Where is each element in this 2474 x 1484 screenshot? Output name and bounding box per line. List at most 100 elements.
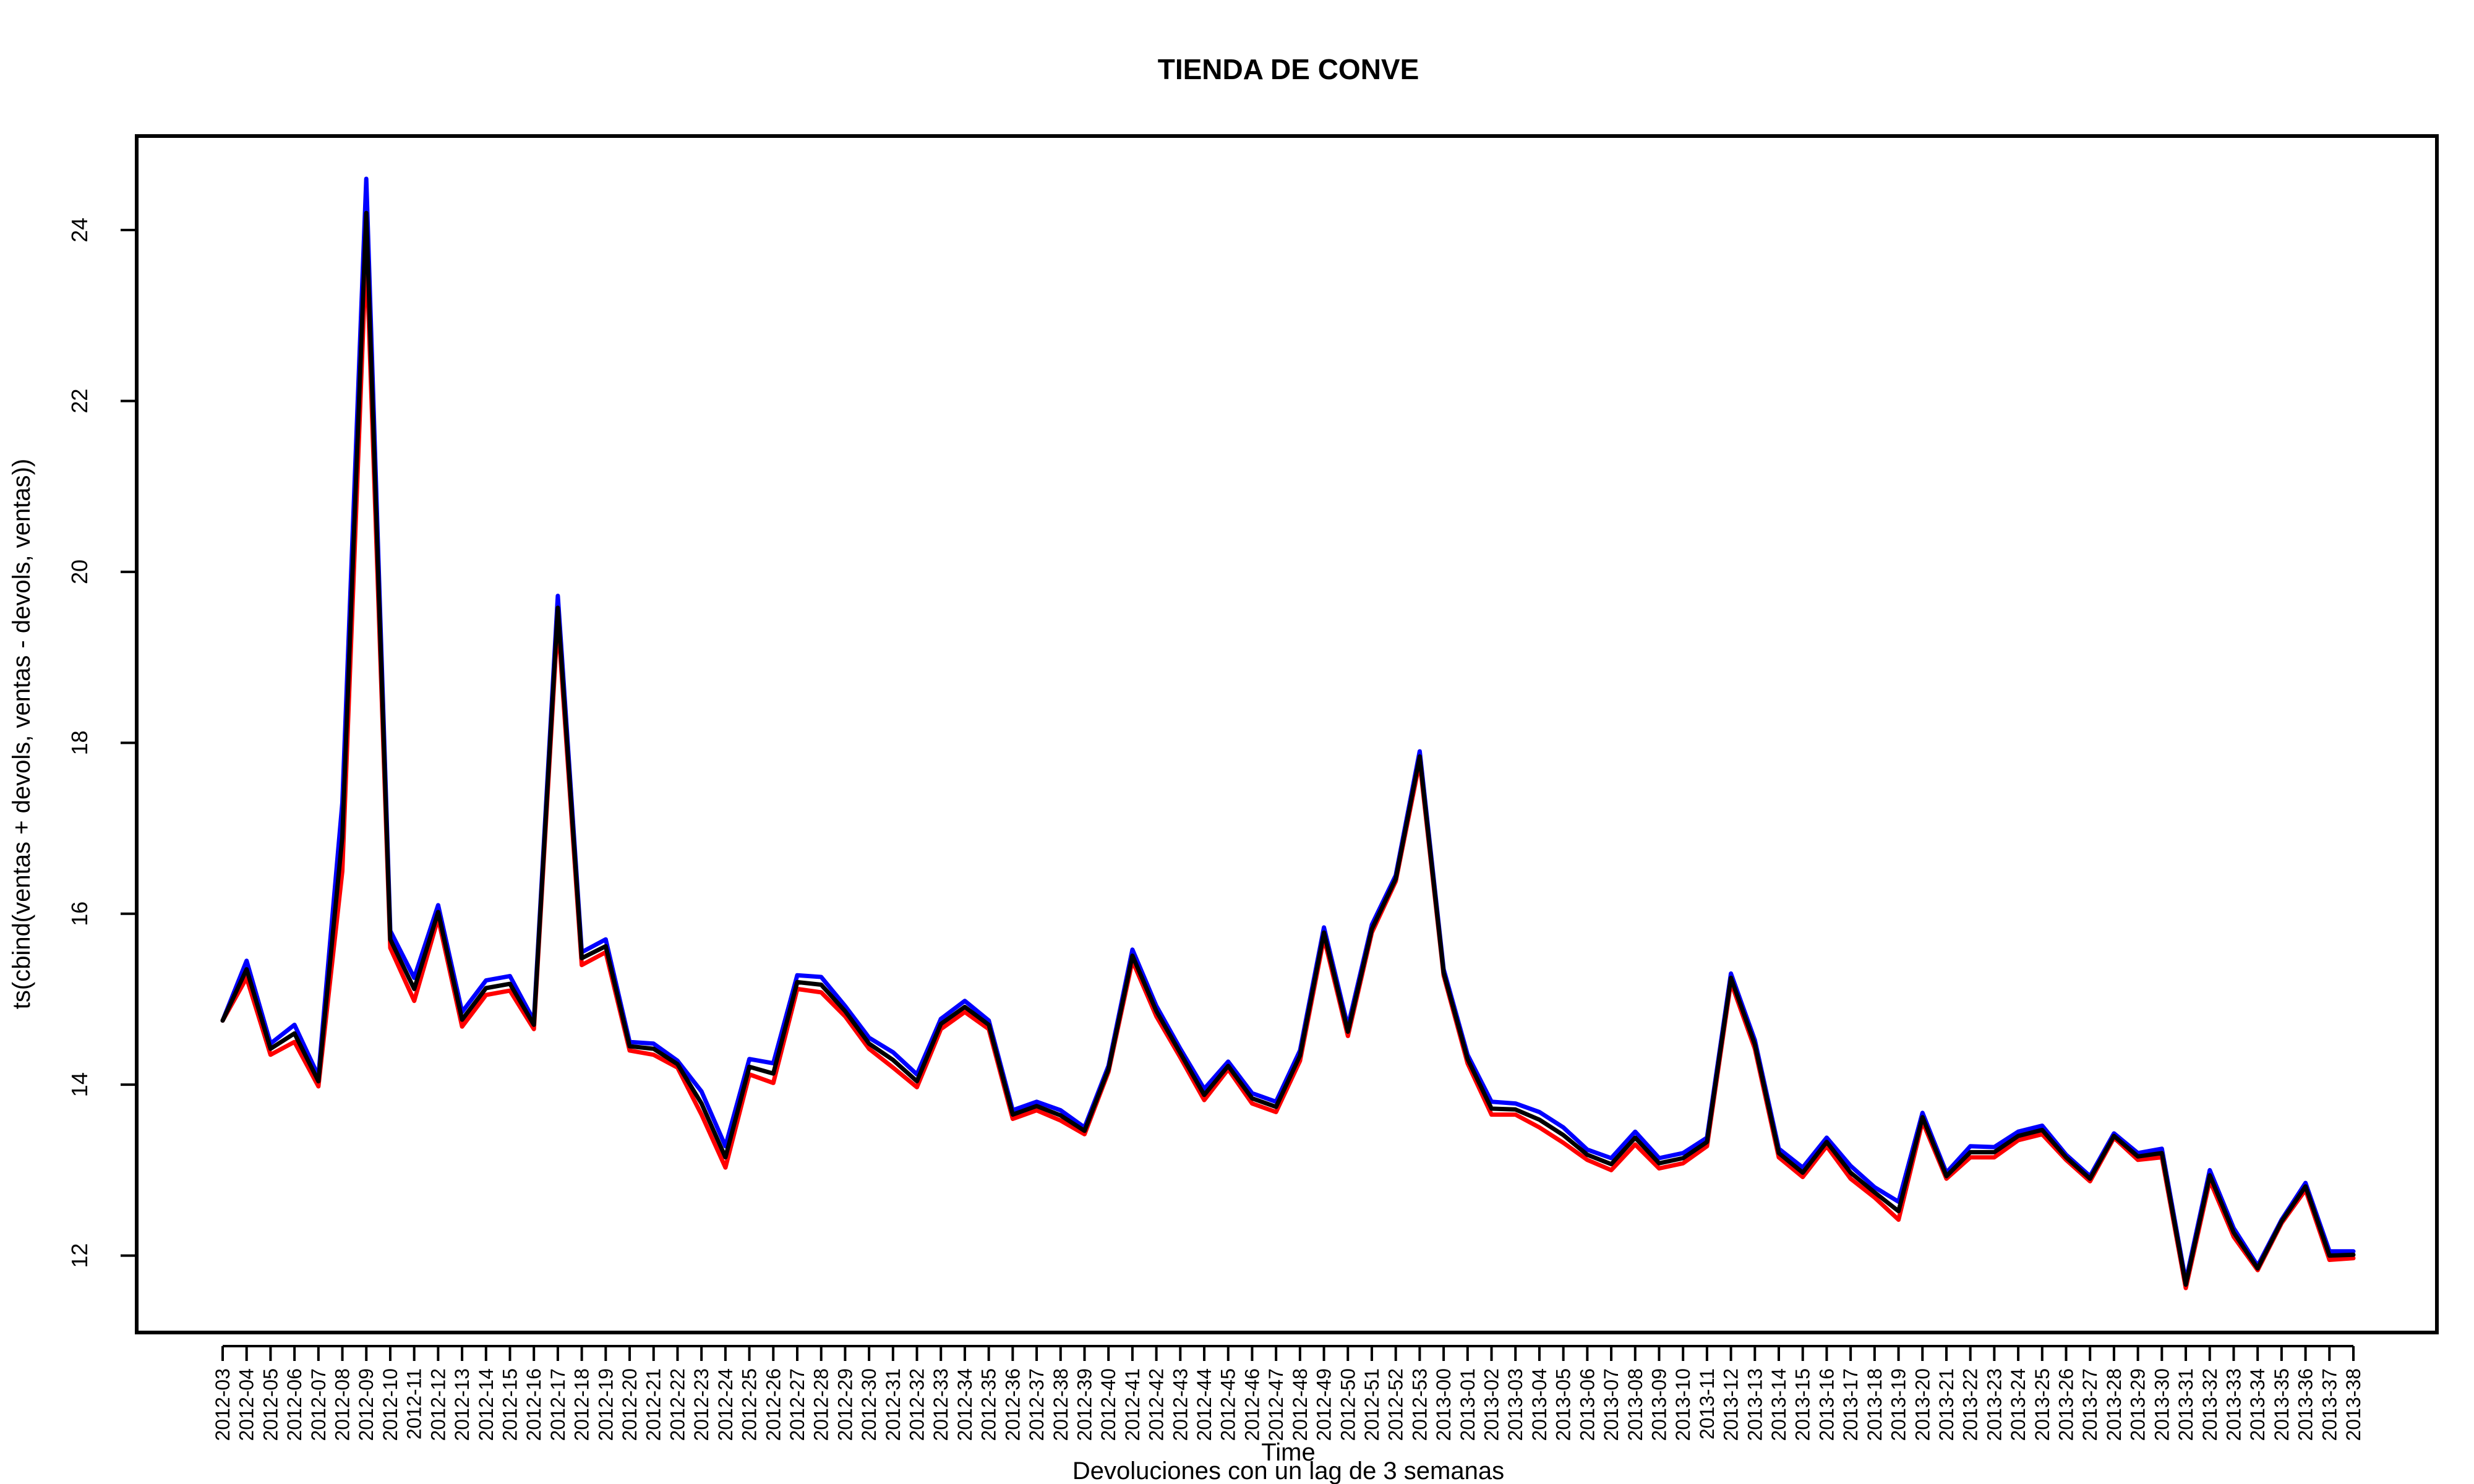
x-tick-label-80: 2013-29 <box>2127 1368 2149 1441</box>
x-tick-label-54: 2013-03 <box>1504 1368 1526 1441</box>
x-tick-label-46: 2012-49 <box>1313 1368 1335 1441</box>
series-line-0 <box>220 176 2356 1284</box>
x-axis: 2012-03 2012-04 2012-05 2012-06 2012-07 2012-… <box>212 1345 2365 1441</box>
x-tick-label-68: 2013-17 <box>1839 1368 1862 1441</box>
x-tick-label-20: 2012-23 <box>690 1368 713 1441</box>
x-tick-label-88: 2013-37 <box>2318 1368 2340 1441</box>
x-tick-label-14: 2012-17 <box>547 1368 569 1441</box>
x-tick-label-82: 2013-31 <box>2175 1368 2197 1441</box>
x-tick-label-40: 2012-43 <box>1169 1368 1191 1441</box>
x-tick-label-26: 2012-29 <box>834 1368 856 1441</box>
x-tick-label-83: 2013-32 <box>2199 1368 2221 1441</box>
plot-frame <box>135 134 2439 1334</box>
x-tick-label-7: 2012-10 <box>379 1368 401 1441</box>
x-tick-label-36: 2012-39 <box>1073 1368 1095 1441</box>
x-tick-label-25: 2012-28 <box>810 1368 833 1441</box>
x-tick-label-17: 2012-20 <box>618 1368 641 1441</box>
x-tick-label-72: 2013-21 <box>1935 1368 1958 1441</box>
x-tick-label-39: 2012-42 <box>1145 1368 1168 1441</box>
x-tick-label-13: 2012-16 <box>523 1368 545 1441</box>
x-tick-label-30: 2012-33 <box>930 1368 952 1441</box>
x-tick-label-35: 2012-38 <box>1050 1368 1072 1441</box>
x-tick-label-31: 2012-34 <box>954 1368 976 1441</box>
x-tick-label-48: 2012-51 <box>1361 1368 1383 1441</box>
x-tick-label-57: 2013-06 <box>1576 1368 1598 1441</box>
x-tick-label-81: 2013-30 <box>2151 1368 2173 1441</box>
x-tick-label-58: 2013-07 <box>1600 1368 1622 1441</box>
y-tick-label-0: 12 <box>67 1243 92 1268</box>
y-axis: 12 14 16 18 20 22 24 <box>67 218 138 1268</box>
x-tick-label-60: 2013-09 <box>1648 1368 1670 1441</box>
x-tick-label-67: 2013-16 <box>1815 1368 1838 1441</box>
x-tick-label-86: 2013-35 <box>2271 1368 2293 1441</box>
x-tick-label-77: 2013-26 <box>2055 1368 2078 1441</box>
x-tick-label-55: 2013-04 <box>1528 1368 1551 1441</box>
x-tick-label-74: 2013-23 <box>1983 1368 2005 1441</box>
x-tick-label-24: 2012-27 <box>786 1368 808 1441</box>
x-tick-label-33: 2012-36 <box>1001 1368 1024 1441</box>
x-tick-label-8: 2012-11 <box>403 1368 426 1439</box>
x-tick-label-53: 2013-02 <box>1481 1368 1503 1441</box>
x-tick-label-5: 2012-08 <box>332 1368 354 1441</box>
x-tick-label-45: 2012-48 <box>1289 1368 1311 1441</box>
x-tick-label-84: 2013-33 <box>2222 1368 2245 1441</box>
x-tick-label-3: 2012-06 <box>283 1368 306 1441</box>
x-tick-label-71: 2013-20 <box>1911 1368 1933 1441</box>
y-tick-label-1: 14 <box>67 1072 92 1097</box>
x-tick-label-41: 2012-44 <box>1193 1368 1215 1441</box>
x-tick-label-27: 2012-30 <box>858 1368 880 1441</box>
series-line-2 <box>220 210 2356 1287</box>
x-tick-label-89: 2013-38 <box>2342 1368 2365 1441</box>
x-tick-label-29: 2012-32 <box>906 1368 928 1441</box>
x-tick-label-43: 2012-46 <box>1241 1368 1263 1441</box>
x-tick-label-66: 2013-15 <box>1792 1368 1814 1441</box>
x-tick-label-11: 2012-14 <box>475 1368 497 1441</box>
x-tick-label-6: 2012-09 <box>355 1368 377 1441</box>
x-tick-label-34: 2012-37 <box>1025 1368 1048 1441</box>
x-tick-label-1: 2012-04 <box>236 1368 258 1441</box>
x-tick-label-10: 2012-13 <box>451 1368 473 1441</box>
x-tick-label-69: 2013-18 <box>1864 1368 1886 1441</box>
x-tick-label-42: 2012-45 <box>1217 1368 1239 1441</box>
x-tick-label-51: 2013-00 <box>1432 1368 1455 1441</box>
x-tick-label-61: 2013-10 <box>1672 1368 1694 1441</box>
x-tick-label-2: 2012-05 <box>259 1368 281 1441</box>
x-tick-label-44: 2012-47 <box>1265 1368 1287 1441</box>
x-tick-label-56: 2013-05 <box>1552 1368 1575 1441</box>
x-tick-label-73: 2013-22 <box>1959 1368 1982 1441</box>
x-tick-label-12: 2012-15 <box>499 1368 521 1441</box>
x-tick-label-21: 2012-24 <box>714 1368 737 1441</box>
chart-title: TIENDA DE CONVE <box>1158 53 1419 85</box>
x-axis-label: Time <box>1261 1439 1315 1466</box>
y-tick-label-6: 24 <box>67 218 92 242</box>
x-tick-label-50: 2012-53 <box>1408 1368 1431 1441</box>
x-tick-label-65: 2013-14 <box>1768 1368 1790 1441</box>
x-tick-label-52: 2013-01 <box>1457 1368 1479 1441</box>
x-tick-label-38: 2012-41 <box>1121 1368 1144 1441</box>
x-tick-label-87: 2013-36 <box>2295 1368 2317 1441</box>
x-tick-label-22: 2012-25 <box>738 1368 761 1441</box>
x-tick-label-4: 2012-07 <box>307 1368 330 1441</box>
x-tick-label-76: 2013-25 <box>2031 1368 2053 1441</box>
x-tick-label-32: 2012-35 <box>978 1368 1000 1441</box>
x-tick-label-9: 2012-12 <box>427 1368 449 1441</box>
x-tick-label-0: 2012-03 <box>212 1368 234 1441</box>
chart-subtitle: Devoluciones con un lag de 3 semanas <box>1072 1457 1504 1484</box>
x-tick-label-75: 2013-24 <box>2007 1368 2029 1441</box>
x-tick-label-19: 2012-22 <box>666 1368 688 1441</box>
x-tick-label-49: 2012-52 <box>1385 1368 1407 1441</box>
x-tick-label-63: 2013-12 <box>1720 1368 1742 1441</box>
x-tick-label-18: 2012-21 <box>643 1368 665 1441</box>
x-tick-label-64: 2013-13 <box>1744 1368 1766 1441</box>
x-tick-label-70: 2013-19 <box>1888 1368 1910 1441</box>
x-tick-label-79: 2013-28 <box>2103 1368 2125 1441</box>
x-tick-label-85: 2013-34 <box>2246 1368 2269 1441</box>
y-tick-label-3: 18 <box>67 730 92 755</box>
y-tick-label-5: 22 <box>67 388 92 413</box>
x-tick-label-15: 2012-18 <box>571 1368 593 1441</box>
y-axis-label: ts(cbind(ventas + devols, ventas - devol… <box>8 459 35 1009</box>
y-tick-label-2: 16 <box>67 902 92 926</box>
x-tick-label-78: 2013-27 <box>2079 1368 2101 1441</box>
x-tick-label-16: 2012-19 <box>594 1368 617 1441</box>
